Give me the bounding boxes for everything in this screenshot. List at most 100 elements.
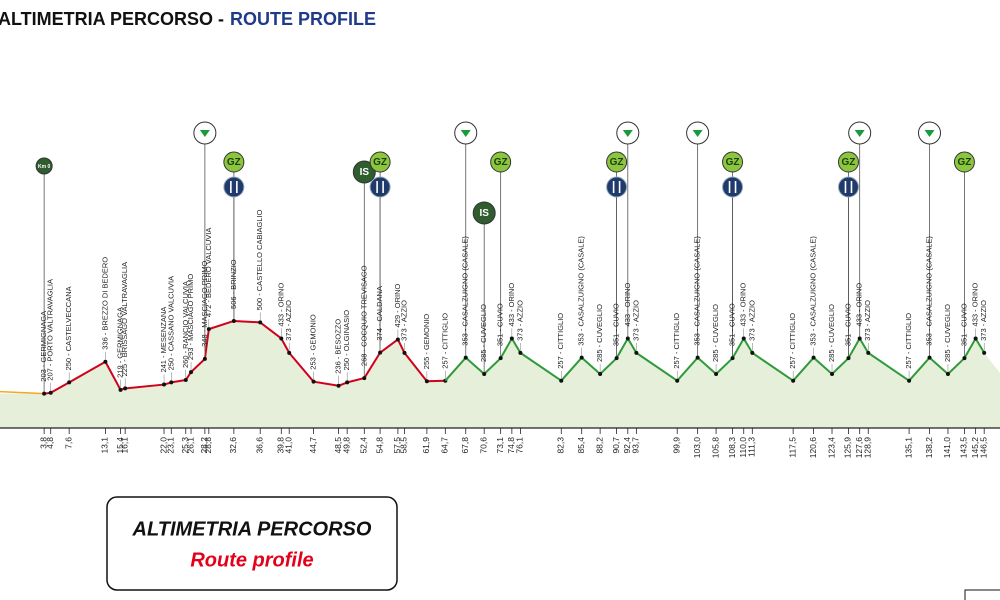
profile-point	[830, 372, 835, 376]
profile-point	[498, 356, 503, 361]
profile-point	[189, 370, 194, 375]
gz-label: GZ	[610, 157, 624, 168]
point-label: 353 - CASALZUIGNO (CASALE)	[924, 236, 933, 346]
profile-point	[169, 380, 174, 385]
feed-glyph	[612, 181, 621, 193]
x-tick-label: 93,7	[631, 437, 641, 454]
x-tick-label: 76,1	[515, 437, 525, 454]
sprint-triangle	[692, 130, 703, 137]
profile-point	[311, 379, 316, 384]
profile-point	[258, 320, 263, 325]
profile-point	[231, 318, 236, 323]
profile-point	[625, 336, 630, 341]
gz-icon	[837, 151, 859, 173]
point-label: 433 - ORINO	[623, 283, 632, 327]
x-tick-label: 39,8	[276, 437, 286, 454]
x-tick-label: 146,5	[978, 437, 988, 459]
x-tick-label: 127,6	[854, 437, 864, 459]
profile-point	[42, 391, 47, 396]
x-tick-label: 99,9	[671, 437, 681, 454]
point-label: 373 - AZZIO	[979, 300, 988, 341]
gz-icon	[369, 151, 391, 173]
feed-icon	[223, 176, 245, 198]
x-tick-label: 67,8	[460, 437, 470, 454]
point-label: 353 - CASALZUIGNO (CASALE)	[577, 236, 586, 346]
profile-point	[279, 336, 284, 341]
profile-point	[634, 350, 639, 355]
feed-icon	[722, 176, 744, 198]
profile-point	[162, 382, 167, 387]
point-label: 433 - ORINO	[507, 283, 516, 327]
x-tick-label: 4,8	[45, 437, 55, 449]
profile-point	[614, 356, 619, 361]
is-label: IS	[360, 167, 370, 178]
point-label: 236 - BESOZZO	[334, 319, 343, 374]
profile-point	[675, 378, 680, 383]
sprint-triangle	[199, 130, 210, 137]
point-label: 257 - CITTIGLIO	[788, 313, 797, 369]
feed-icon	[369, 176, 391, 198]
sprint-triangle	[924, 130, 935, 137]
gz-label: GZ	[842, 157, 856, 168]
feed-glyph	[728, 181, 737, 193]
x-tick-label: 16,1	[119, 437, 129, 454]
feed-icon	[837, 176, 859, 198]
x-tick-label: 28,8	[203, 437, 213, 454]
x-tick-label: 141,0	[942, 437, 952, 459]
point-label: 351 - CUVIO	[612, 303, 621, 346]
title-en: ROUTE PROFILE	[230, 9, 376, 29]
x-tick-label: 82,3	[556, 437, 566, 454]
point-label: 373 - AZZIO	[284, 300, 293, 341]
x-tick-label: 110,0	[738, 437, 748, 458]
point-label: 285 - CUVEGLIO	[479, 304, 488, 362]
x-tick-label: 145,2	[970, 437, 980, 459]
point-label: 373 - AZZIO	[747, 300, 756, 341]
profile-point	[378, 350, 383, 355]
point-label: 353 - CASALZUIGNO (CASALE)	[461, 236, 470, 346]
profile-point	[509, 336, 514, 341]
point-label: 500 - CASTELLO CABIAGLIO	[255, 209, 264, 310]
gz-icon	[606, 151, 628, 173]
point-label: 373 - AZZIO	[863, 300, 872, 341]
x-tick-label: 74,8	[506, 437, 516, 454]
profile-point	[103, 359, 108, 364]
point-label: 336 - BREZZO DI BEDERO	[100, 257, 109, 350]
profile-point	[287, 350, 292, 355]
point-label: 250 - OLGINASIO	[342, 310, 351, 371]
profile-point	[945, 372, 950, 376]
x-tick-label: 58,5	[399, 437, 409, 454]
x-tick-label: 22,0	[158, 437, 168, 454]
point-label: 353 - CASALZUIGNO (CASALE)	[693, 236, 702, 346]
x-tick-label: 61,9	[421, 437, 431, 454]
x-tick-label: 92,4	[622, 437, 632, 454]
point-label: 257 - CITTIGLIO	[556, 313, 565, 369]
x-tick-label: 49,8	[341, 437, 351, 454]
profile-point	[345, 380, 350, 385]
feed-glyph	[230, 181, 238, 193]
x-tick-label: 125,9	[843, 437, 853, 459]
point-label: 351 - CUVIO	[496, 303, 505, 346]
point-label: 257 - CITTIGLIO	[672, 313, 681, 369]
profile-point	[811, 355, 816, 360]
point-label: 429 - ORINO	[393, 284, 402, 328]
point-label: 433 - ORINO	[276, 283, 285, 327]
profile-point	[123, 386, 128, 391]
x-tick-label: 57,5	[392, 437, 402, 454]
x-tick-label: 90,7	[611, 437, 621, 454]
is-icon	[472, 201, 496, 225]
point-label: 351 - CUVIO	[959, 303, 968, 346]
is-label: IS	[479, 208, 489, 219]
x-tick-label: 138,2	[924, 437, 934, 459]
x-tick-label: 15,4	[115, 437, 125, 454]
profile-point	[362, 376, 367, 381]
feed-glyph	[376, 181, 384, 193]
box-subtitle: Route profile	[190, 549, 313, 571]
title: ALTIMETRIA PERCORSO - ROUTE PROFILE	[0, 9, 376, 29]
x-tick-label: 120,6	[808, 437, 818, 459]
title-main: ALTIMETRIA PERCORSO -	[0, 9, 224, 29]
x-tick-label: 54,8	[374, 437, 384, 454]
point-label: 253 - GEMONIO	[309, 314, 318, 370]
